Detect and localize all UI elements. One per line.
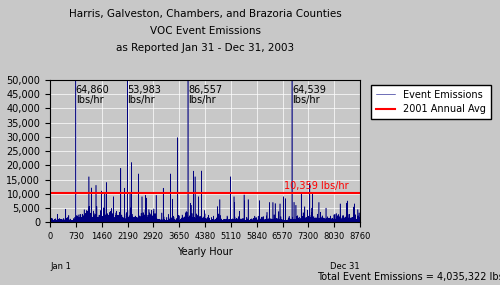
Event Emissions xyxy=(346,220,352,224)
Text: 64,860: 64,860 xyxy=(76,86,110,95)
2001 Annual Avg xyxy=(47,191,53,194)
Text: lbs/hr: lbs/hr xyxy=(128,95,155,105)
Event Emissions xyxy=(150,219,156,223)
Legend: Event Emissions, 2001 Annual Avg: Event Emissions, 2001 Annual Avg xyxy=(371,85,491,119)
Event Emissions xyxy=(135,220,141,223)
Text: Jan 1: Jan 1 xyxy=(50,262,71,271)
Text: Harris, Galveston, Chambers, and Brazoria Counties: Harris, Galveston, Chambers, and Brazori… xyxy=(68,9,342,19)
X-axis label: Yearly Hour: Yearly Hour xyxy=(177,247,233,256)
Event Emissions xyxy=(114,218,119,221)
Text: Dec 31: Dec 31 xyxy=(330,262,360,271)
Text: 64,539: 64,539 xyxy=(292,86,326,95)
Event Emissions xyxy=(214,221,220,224)
Event Emissions xyxy=(357,220,363,223)
Text: 10,359 lbs/hr: 10,359 lbs/hr xyxy=(284,181,348,191)
Text: lbs/hr: lbs/hr xyxy=(292,95,320,105)
Line: Event Emissions: Event Emissions xyxy=(50,0,360,222)
Event Emissions xyxy=(138,219,144,222)
Text: as Reported Jan 31 - Dec 31, 2003: as Reported Jan 31 - Dec 31, 2003 xyxy=(116,43,294,53)
Text: lbs/hr: lbs/hr xyxy=(188,95,216,105)
Text: lbs/hr: lbs/hr xyxy=(76,95,104,105)
Text: VOC Event Emissions: VOC Event Emissions xyxy=(150,26,260,36)
Event Emissions xyxy=(132,218,138,222)
Text: Total Event Emissions = 4,035,322 lbs: Total Event Emissions = 4,035,322 lbs xyxy=(316,272,500,282)
2001 Annual Avg xyxy=(47,191,53,194)
Event Emissions xyxy=(47,220,53,224)
Text: 86,557: 86,557 xyxy=(188,86,222,95)
Text: 53,983: 53,983 xyxy=(128,86,162,95)
